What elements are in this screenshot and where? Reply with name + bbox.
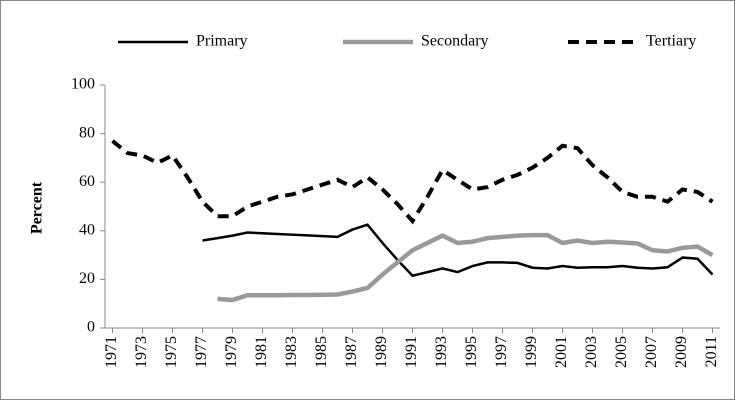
y-tick-label: 60 [79,173,95,190]
y-axis-label: Percent [29,181,46,234]
x-tick-label: 1995 [463,336,480,368]
y-tick-label: 20 [79,270,95,287]
x-tick-label: 2009 [673,336,690,368]
y-tick-label: 0 [87,319,95,336]
x-tick-label: 1997 [493,336,510,368]
x-tick-label: 2007 [643,336,660,368]
data-line [202,223,714,278]
x-tick-label: 2005 [613,336,630,368]
x-tick-label: 2003 [583,336,600,368]
x-tick-label: 1977 [193,336,210,368]
x-tick-label: 1973 [133,336,150,368]
x-tick-label: 1999 [523,336,540,368]
data-line [217,232,714,303]
y-tick-label: 80 [79,124,95,141]
legend-label: Primary [196,33,248,50]
x-tick-label: 2001 [553,336,570,368]
x-tick-label: 1991 [403,336,420,368]
y-tick-label: 40 [79,221,95,238]
x-tick-label: 1993 [433,336,450,368]
x-tick-label: 1981 [253,336,270,368]
x-tick-label: 1979 [223,336,240,368]
x-tick-label: 1975 [163,336,180,368]
y-tick-label: 100 [71,76,95,93]
data-line [111,139,714,225]
x-tick-label: 1983 [283,336,300,368]
legend-label: Secondary [421,33,489,50]
legend-label: Tertiary [646,33,696,50]
x-tick-label: 1987 [343,336,360,368]
x-tick-label: 1985 [313,336,330,368]
x-tick-label: 2011 [703,336,720,367]
x-tick-label: 1971 [103,336,120,368]
x-tick-label: 1989 [373,336,390,368]
